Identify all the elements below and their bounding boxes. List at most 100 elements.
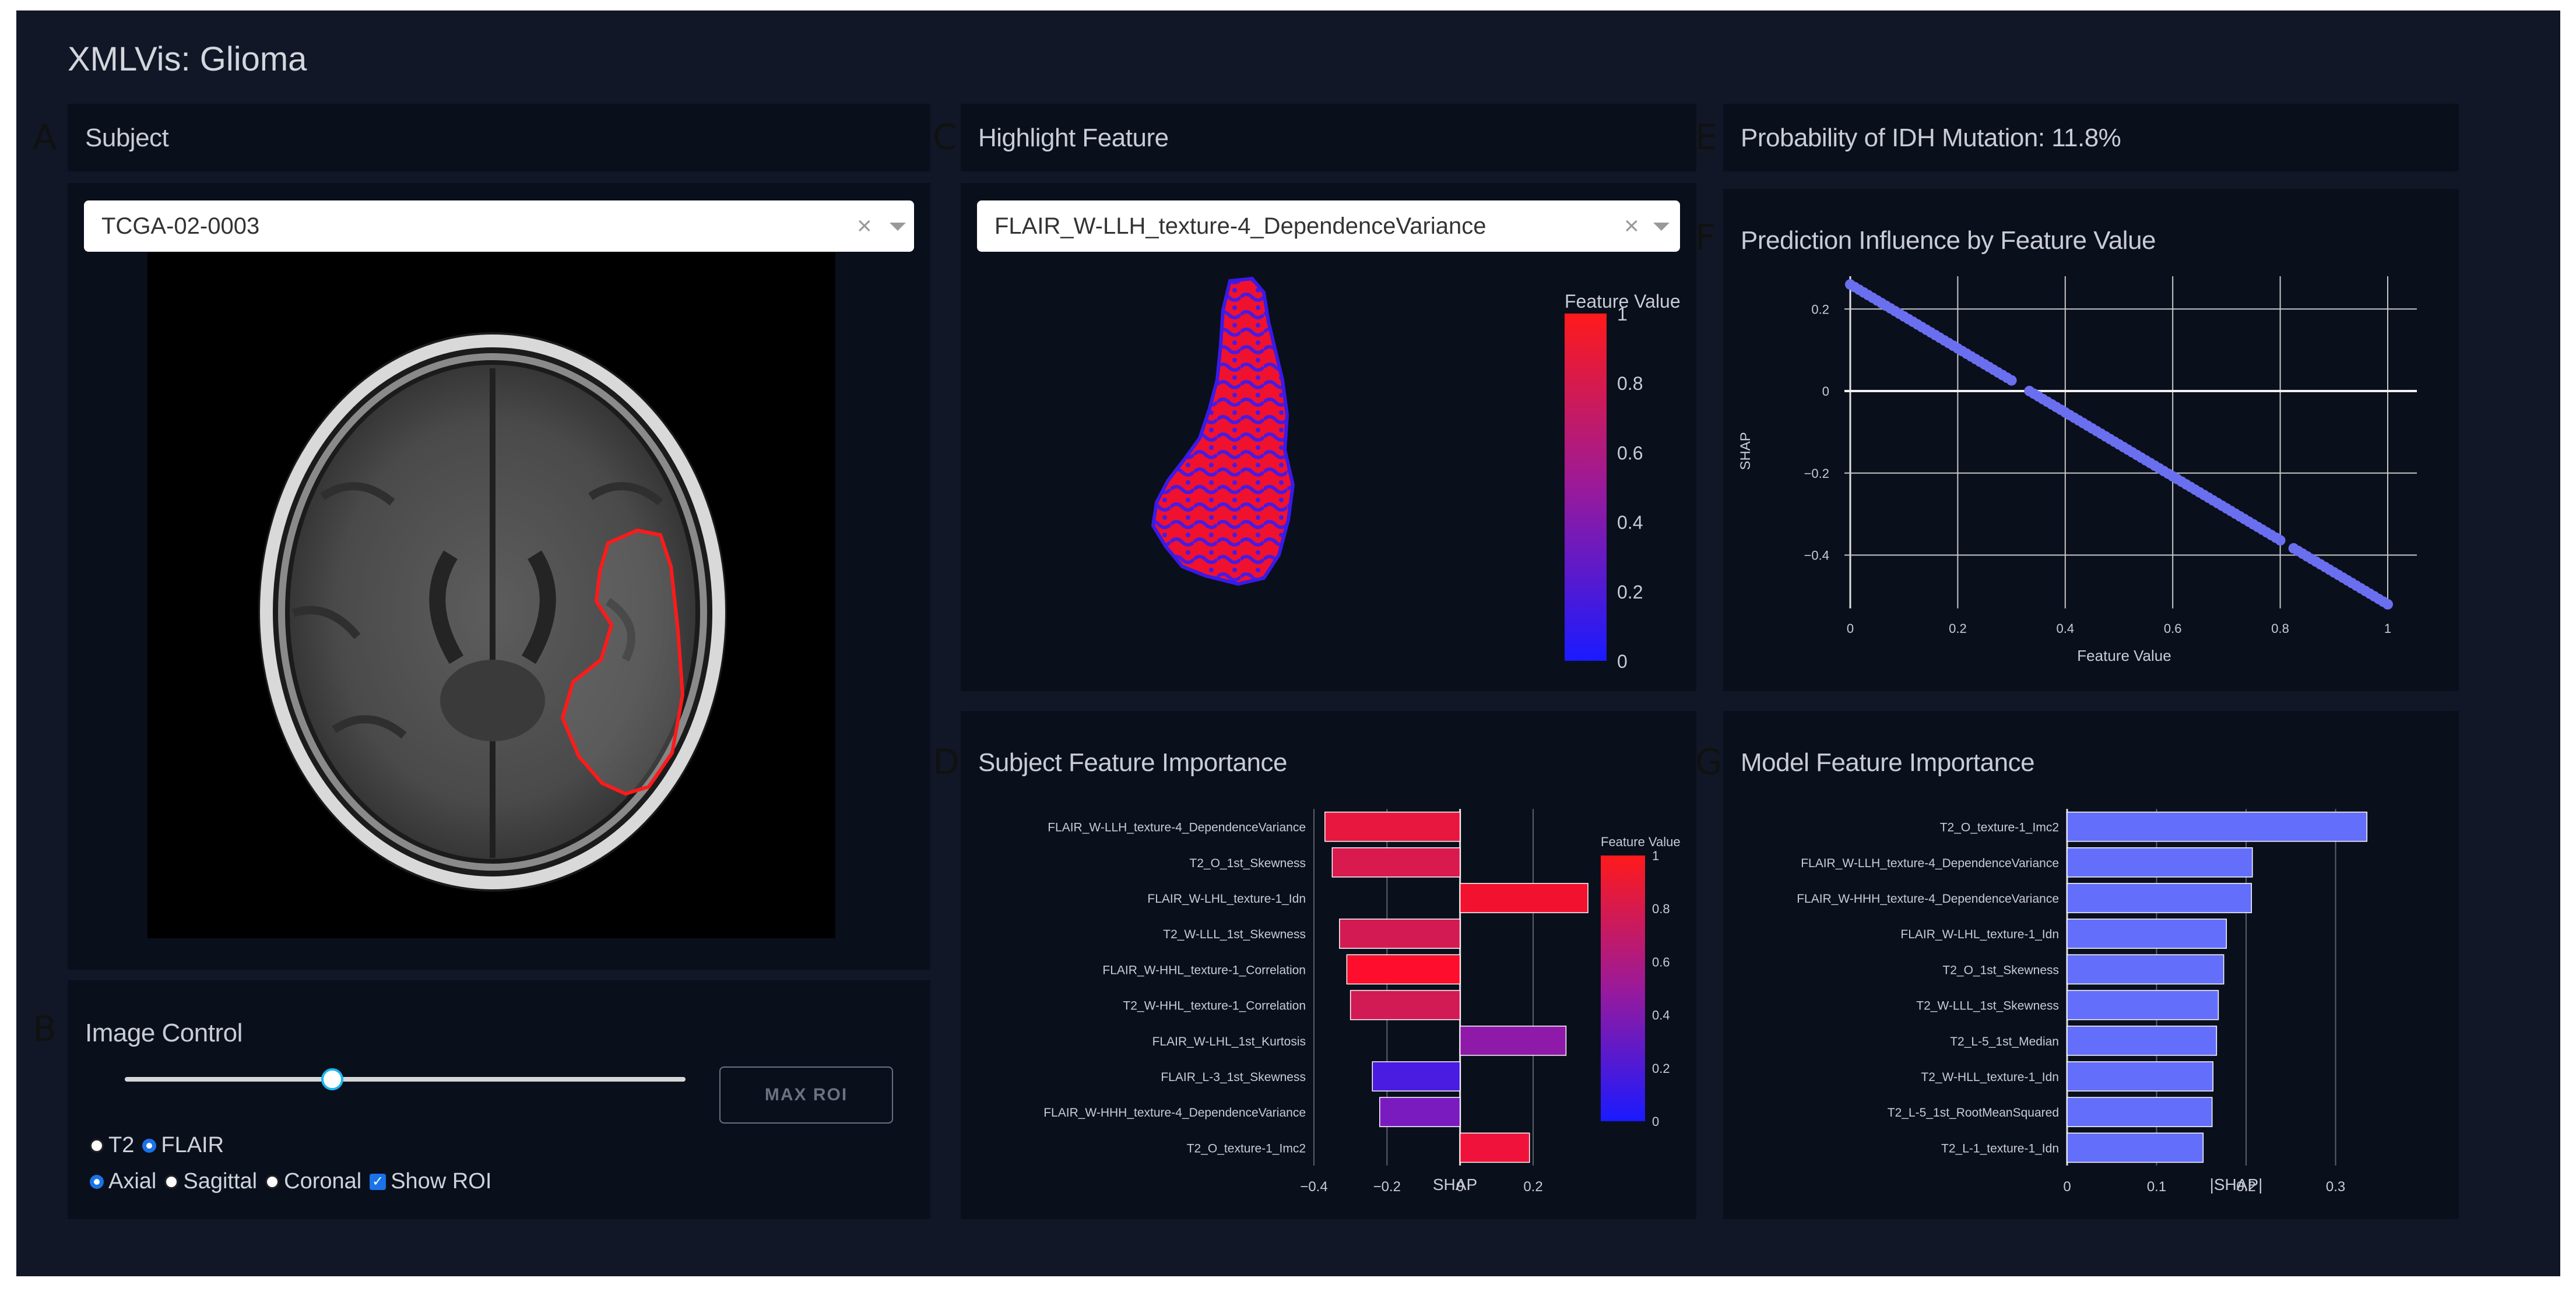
modality-radio-group: T2 FLAIR	[90, 1133, 232, 1158]
bar[interactable]	[2067, 1025, 2217, 1056]
bar[interactable]	[1339, 918, 1461, 949]
y-tick-label: FLAIR_W-LLH_texture-4_DependenceVariance	[1048, 821, 1306, 835]
colorbar-tick-label: 0.4	[1652, 1008, 1670, 1023]
colorbar-tick-label: 0.2	[1617, 582, 1643, 603]
highlight-header-panel: Highlight Feature	[961, 104, 1696, 171]
y-tick-label: FLAIR_W-HHH_texture-4_DependenceVariance	[1797, 892, 2059, 906]
colorbar-tick-label: 0	[1652, 1114, 1659, 1129]
colorbar-tick-label: 0.6	[1652, 955, 1670, 969]
bar[interactable]	[1331, 847, 1461, 878]
bar[interactable]	[1346, 954, 1461, 985]
max-roi-button[interactable]: MAX ROI	[719, 1066, 893, 1124]
y-tick-label: −0.4	[1804, 548, 1829, 563]
radio-axial-circle[interactable]	[90, 1174, 104, 1189]
bar[interactable]	[2067, 1132, 2204, 1163]
prediction-influence-chart: 0 0.2 0.4 0.6 0.8 1 0.2 0 −0.2 −0.4 Feature Valu…	[1738, 276, 2417, 664]
x-tick-label: −0.4	[1300, 1179, 1327, 1195]
skull-inner	[278, 353, 707, 871]
x-tick-label: 0	[2063, 1179, 2071, 1195]
radio-coronal-circle[interactable]	[265, 1174, 280, 1189]
bar[interactable]	[2067, 883, 2252, 913]
colorbar-ticks: 1 0.8 0.6 0.4 0.2 0	[1617, 304, 1643, 672]
y-tick-label: FLAIR_W-LHL_texture-1_Idn	[1900, 928, 2059, 941]
bar[interactable]	[1379, 1097, 1461, 1128]
chevron-down-icon[interactable]	[890, 223, 906, 231]
model-importance-chart: T2_O_texture-1_Imc2 FLAIR_W-LLH_texture-4…	[1797, 809, 2368, 1195]
x-tick-label: 0	[1847, 621, 1854, 636]
scatter-point[interactable]	[2006, 375, 2017, 386]
y-tick-label: T2_W-HHL_texture-1_Correlation	[1123, 999, 1306, 1013]
subject-dropdown[interactable]: TCGA-02-0003 ×	[84, 200, 914, 252]
feature-map-figure: Feature Value 1 0.8 0.6 0.4 0.2 0	[1151, 276, 1681, 672]
ventricle-left	[429, 550, 464, 664]
y-tick-label: T2_L-1_texture-1_Idn	[1941, 1142, 2059, 1155]
bar[interactable]	[1372, 1061, 1461, 1092]
model-importance-panel: Model Feature Importance T2_O_texture-1_…	[1723, 711, 2459, 1219]
roi-outline	[560, 528, 685, 796]
prediction-influence-ylabel: SHAP	[1738, 432, 1753, 470]
y-tick-label: FLAIR_W-HHH_texture-4_DependenceVariance	[1043, 1106, 1306, 1120]
y-tick-label: T2_L-5_1st_RootMeanSquared	[1888, 1106, 2059, 1120]
panel-letter-f: F	[1695, 217, 1716, 258]
panel-letter-b: B	[33, 1009, 57, 1050]
y-tick-label: FLAIR_W-LHL_texture-1_Idn	[1147, 892, 1306, 906]
app-window: XMLVis: Glioma A Subject TCGA-02-0003 ×	[16, 10, 2560, 1276]
bar[interactable]	[2067, 811, 2368, 842]
probability-panel: Probability of IDH Mutation: 11.8%	[1723, 104, 2459, 171]
bar[interactable]	[2067, 990, 2219, 1020]
colorbar-tick-label: 0.2	[1652, 1061, 1670, 1076]
bar[interactable]	[1459, 1025, 1567, 1056]
subject-importance-colorbar	[1601, 856, 1645, 1121]
slice-slider-track[interactable]	[125, 1068, 686, 1090]
clear-icon[interactable]: ×	[857, 212, 872, 240]
model-importance-title: Model Feature Importance	[1741, 748, 2035, 777]
radio-t2[interactable]: T2	[90, 1133, 134, 1158]
show-roi-checkbox[interactable]: ✓ Show ROI	[370, 1169, 491, 1194]
scatter-point[interactable]	[2275, 535, 2286, 546]
radio-sagittal[interactable]: Sagittal	[164, 1169, 257, 1194]
mri-axial-slice	[258, 332, 727, 892]
panel-letter-e: E	[1695, 117, 1717, 158]
chevron-down-icon[interactable]	[1653, 223, 1670, 231]
checkbox-checked-icon[interactable]: ✓	[370, 1173, 386, 1190]
radio-coronal[interactable]: Coronal	[265, 1169, 361, 1194]
colorbar-tick-label: 0.8	[1617, 373, 1643, 394]
bar[interactable]	[2067, 954, 2224, 985]
y-tick-label: T2_W-LLL_1st_Skewness	[1916, 999, 2059, 1013]
y-tick-label: 0.2	[1811, 302, 1829, 316]
mri-brain-image[interactable]	[147, 252, 835, 938]
bar[interactable]	[1459, 883, 1589, 913]
bar[interactable]	[2067, 1061, 2214, 1092]
radio-flair-circle[interactable]	[142, 1138, 157, 1153]
clear-icon[interactable]: ×	[1624, 212, 1639, 240]
highlight-feature-title: Highlight Feature	[978, 124, 1169, 152]
x-tick-label: 1	[2384, 621, 2391, 636]
radio-t2-circle[interactable]	[90, 1138, 104, 1153]
probability-text: Probability of IDH Mutation: 11.8%	[1741, 124, 2121, 152]
slice-slider-handle[interactable]	[321, 1068, 343, 1090]
radio-axial[interactable]: Axial	[90, 1169, 156, 1194]
sulci	[291, 482, 663, 739]
bar[interactable]	[1459, 1132, 1530, 1163]
radio-flair[interactable]: FLAIR	[142, 1133, 224, 1158]
y-tick-label: T2_W-LLL_1st_Skewness	[1163, 928, 1306, 941]
radio-sagittal-circle[interactable]	[164, 1174, 179, 1189]
model-importance-xlabel: |SHAP|	[2210, 1175, 2263, 1194]
show-roi-label: Show ROI	[391, 1169, 492, 1194]
subject-importance-chart: FLAIR_W-LLH_texture-4_DependenceVariance…	[1043, 809, 1681, 1195]
bar[interactable]	[2067, 1097, 2213, 1128]
scatter-point[interactable]	[2382, 599, 2393, 610]
bar[interactable]	[1324, 811, 1461, 842]
colorbar-tick-label: 0.8	[1652, 902, 1670, 916]
y-tick-label: T2_O_texture-1_Imc2	[1187, 1142, 1306, 1155]
feature-dropdown[interactable]: FLAIR_W-LLH_texture-4_DependenceVariance…	[977, 200, 1680, 252]
bar[interactable]	[2067, 847, 2253, 878]
bar[interactable]	[1349, 990, 1461, 1020]
subject-importance-xlabel: SHAP	[1433, 1175, 1477, 1194]
y-tick-label: 0	[1822, 384, 1829, 399]
bar[interactable]	[2067, 918, 2227, 949]
x-tick-label: 0.1	[2147, 1179, 2166, 1195]
midbrain	[440, 660, 545, 741]
y-tick-label: FLAIR_W-LLH_texture-4_DependenceVariance	[1801, 857, 2059, 870]
